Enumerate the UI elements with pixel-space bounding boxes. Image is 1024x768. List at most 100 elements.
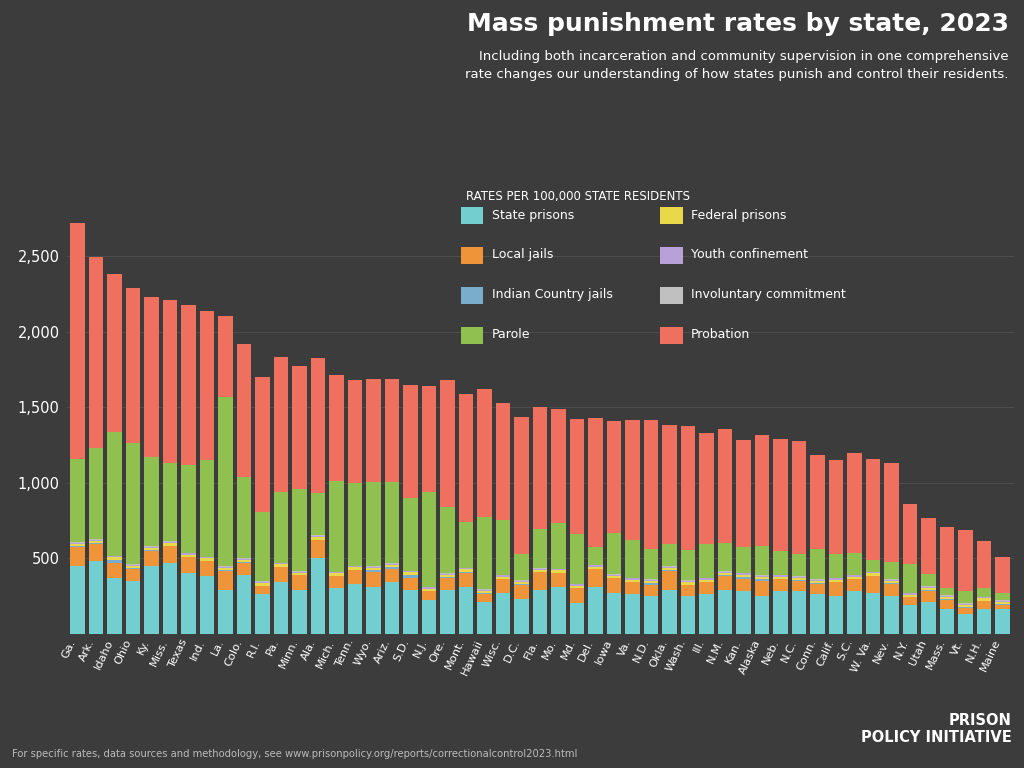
Bar <box>773 577 787 579</box>
Bar <box>958 604 973 605</box>
Bar <box>736 440 751 548</box>
Bar <box>792 554 806 576</box>
Text: Mass punishment rates by state, 2023: Mass punishment rates by state, 2023 <box>467 12 1009 35</box>
Bar <box>293 573 307 575</box>
Bar <box>144 547 159 548</box>
Bar <box>348 570 362 584</box>
Bar <box>422 588 436 591</box>
Bar <box>163 546 177 563</box>
Bar <box>903 598 918 605</box>
Bar <box>922 602 936 634</box>
Bar <box>773 591 787 634</box>
Bar <box>367 379 381 482</box>
Bar <box>274 492 289 563</box>
Bar <box>607 593 622 634</box>
Bar <box>367 587 381 634</box>
Bar <box>477 590 492 591</box>
Bar <box>644 548 658 579</box>
Bar <box>699 578 714 580</box>
Bar <box>89 541 103 543</box>
Bar <box>866 576 881 593</box>
Bar <box>810 581 825 584</box>
Bar <box>311 493 326 535</box>
Bar <box>385 567 399 568</box>
Bar <box>977 541 991 588</box>
Bar <box>532 407 548 528</box>
Bar <box>755 579 769 581</box>
Bar <box>126 289 140 443</box>
Bar <box>293 366 307 489</box>
Bar <box>681 585 695 596</box>
Bar <box>348 584 362 634</box>
Bar <box>866 459 881 560</box>
Bar <box>626 582 640 594</box>
Bar <box>237 476 251 558</box>
Text: State prisons: State prisons <box>492 209 573 221</box>
Bar <box>829 582 844 596</box>
Bar <box>348 566 362 568</box>
Bar <box>422 386 436 492</box>
Bar <box>459 394 473 522</box>
Bar <box>218 590 232 634</box>
Bar <box>589 567 603 569</box>
Bar <box>385 565 399 567</box>
Text: For specific rates, data sources and methodology, see www.prisonpolicy.org/repor: For specific rates, data sources and met… <box>12 749 578 759</box>
Bar <box>385 379 399 482</box>
Bar <box>126 443 140 564</box>
Bar <box>977 601 991 609</box>
Bar <box>885 580 899 581</box>
Bar <box>330 574 344 576</box>
Bar <box>237 563 251 574</box>
Bar <box>626 540 640 578</box>
Bar <box>532 590 548 634</box>
Bar <box>810 594 825 634</box>
Bar <box>108 560 122 563</box>
Bar <box>255 586 270 594</box>
Bar <box>755 596 769 634</box>
Bar <box>348 380 362 482</box>
Bar <box>108 563 122 578</box>
Bar <box>718 543 732 571</box>
Bar <box>570 584 585 585</box>
Bar <box>514 599 528 634</box>
Bar <box>626 420 640 540</box>
Text: Local jails: Local jails <box>492 249 553 261</box>
Bar <box>885 584 899 596</box>
Bar <box>385 568 399 582</box>
Bar <box>311 558 326 634</box>
Bar <box>163 563 177 634</box>
Bar <box>552 409 566 523</box>
Bar <box>810 584 825 594</box>
Bar <box>274 357 289 492</box>
Bar <box>848 553 862 574</box>
Bar <box>848 575 862 577</box>
Bar <box>810 455 825 549</box>
Bar <box>958 608 973 614</box>
Bar <box>792 578 806 581</box>
Bar <box>792 441 806 554</box>
Bar <box>718 429 732 543</box>
Bar <box>607 578 622 593</box>
Bar <box>440 575 455 578</box>
Bar <box>385 582 399 634</box>
Bar <box>126 566 140 568</box>
Bar <box>681 582 695 584</box>
Bar <box>144 548 159 550</box>
Bar <box>977 598 991 601</box>
Bar <box>108 578 122 634</box>
Bar <box>885 562 899 579</box>
Bar <box>496 577 510 579</box>
Text: Including both incarceration and community supervision in one comprehensive
rate: Including both incarceration and communi… <box>465 50 1009 81</box>
Bar <box>958 591 973 604</box>
Bar <box>940 609 954 634</box>
Bar <box>903 505 918 564</box>
Bar <box>440 574 455 575</box>
Bar <box>885 596 899 634</box>
Bar <box>440 380 455 507</box>
Bar <box>71 458 85 542</box>
Bar <box>200 460 214 557</box>
Bar <box>71 565 85 634</box>
Bar <box>293 489 307 571</box>
Bar <box>514 584 528 599</box>
Bar <box>440 578 455 590</box>
